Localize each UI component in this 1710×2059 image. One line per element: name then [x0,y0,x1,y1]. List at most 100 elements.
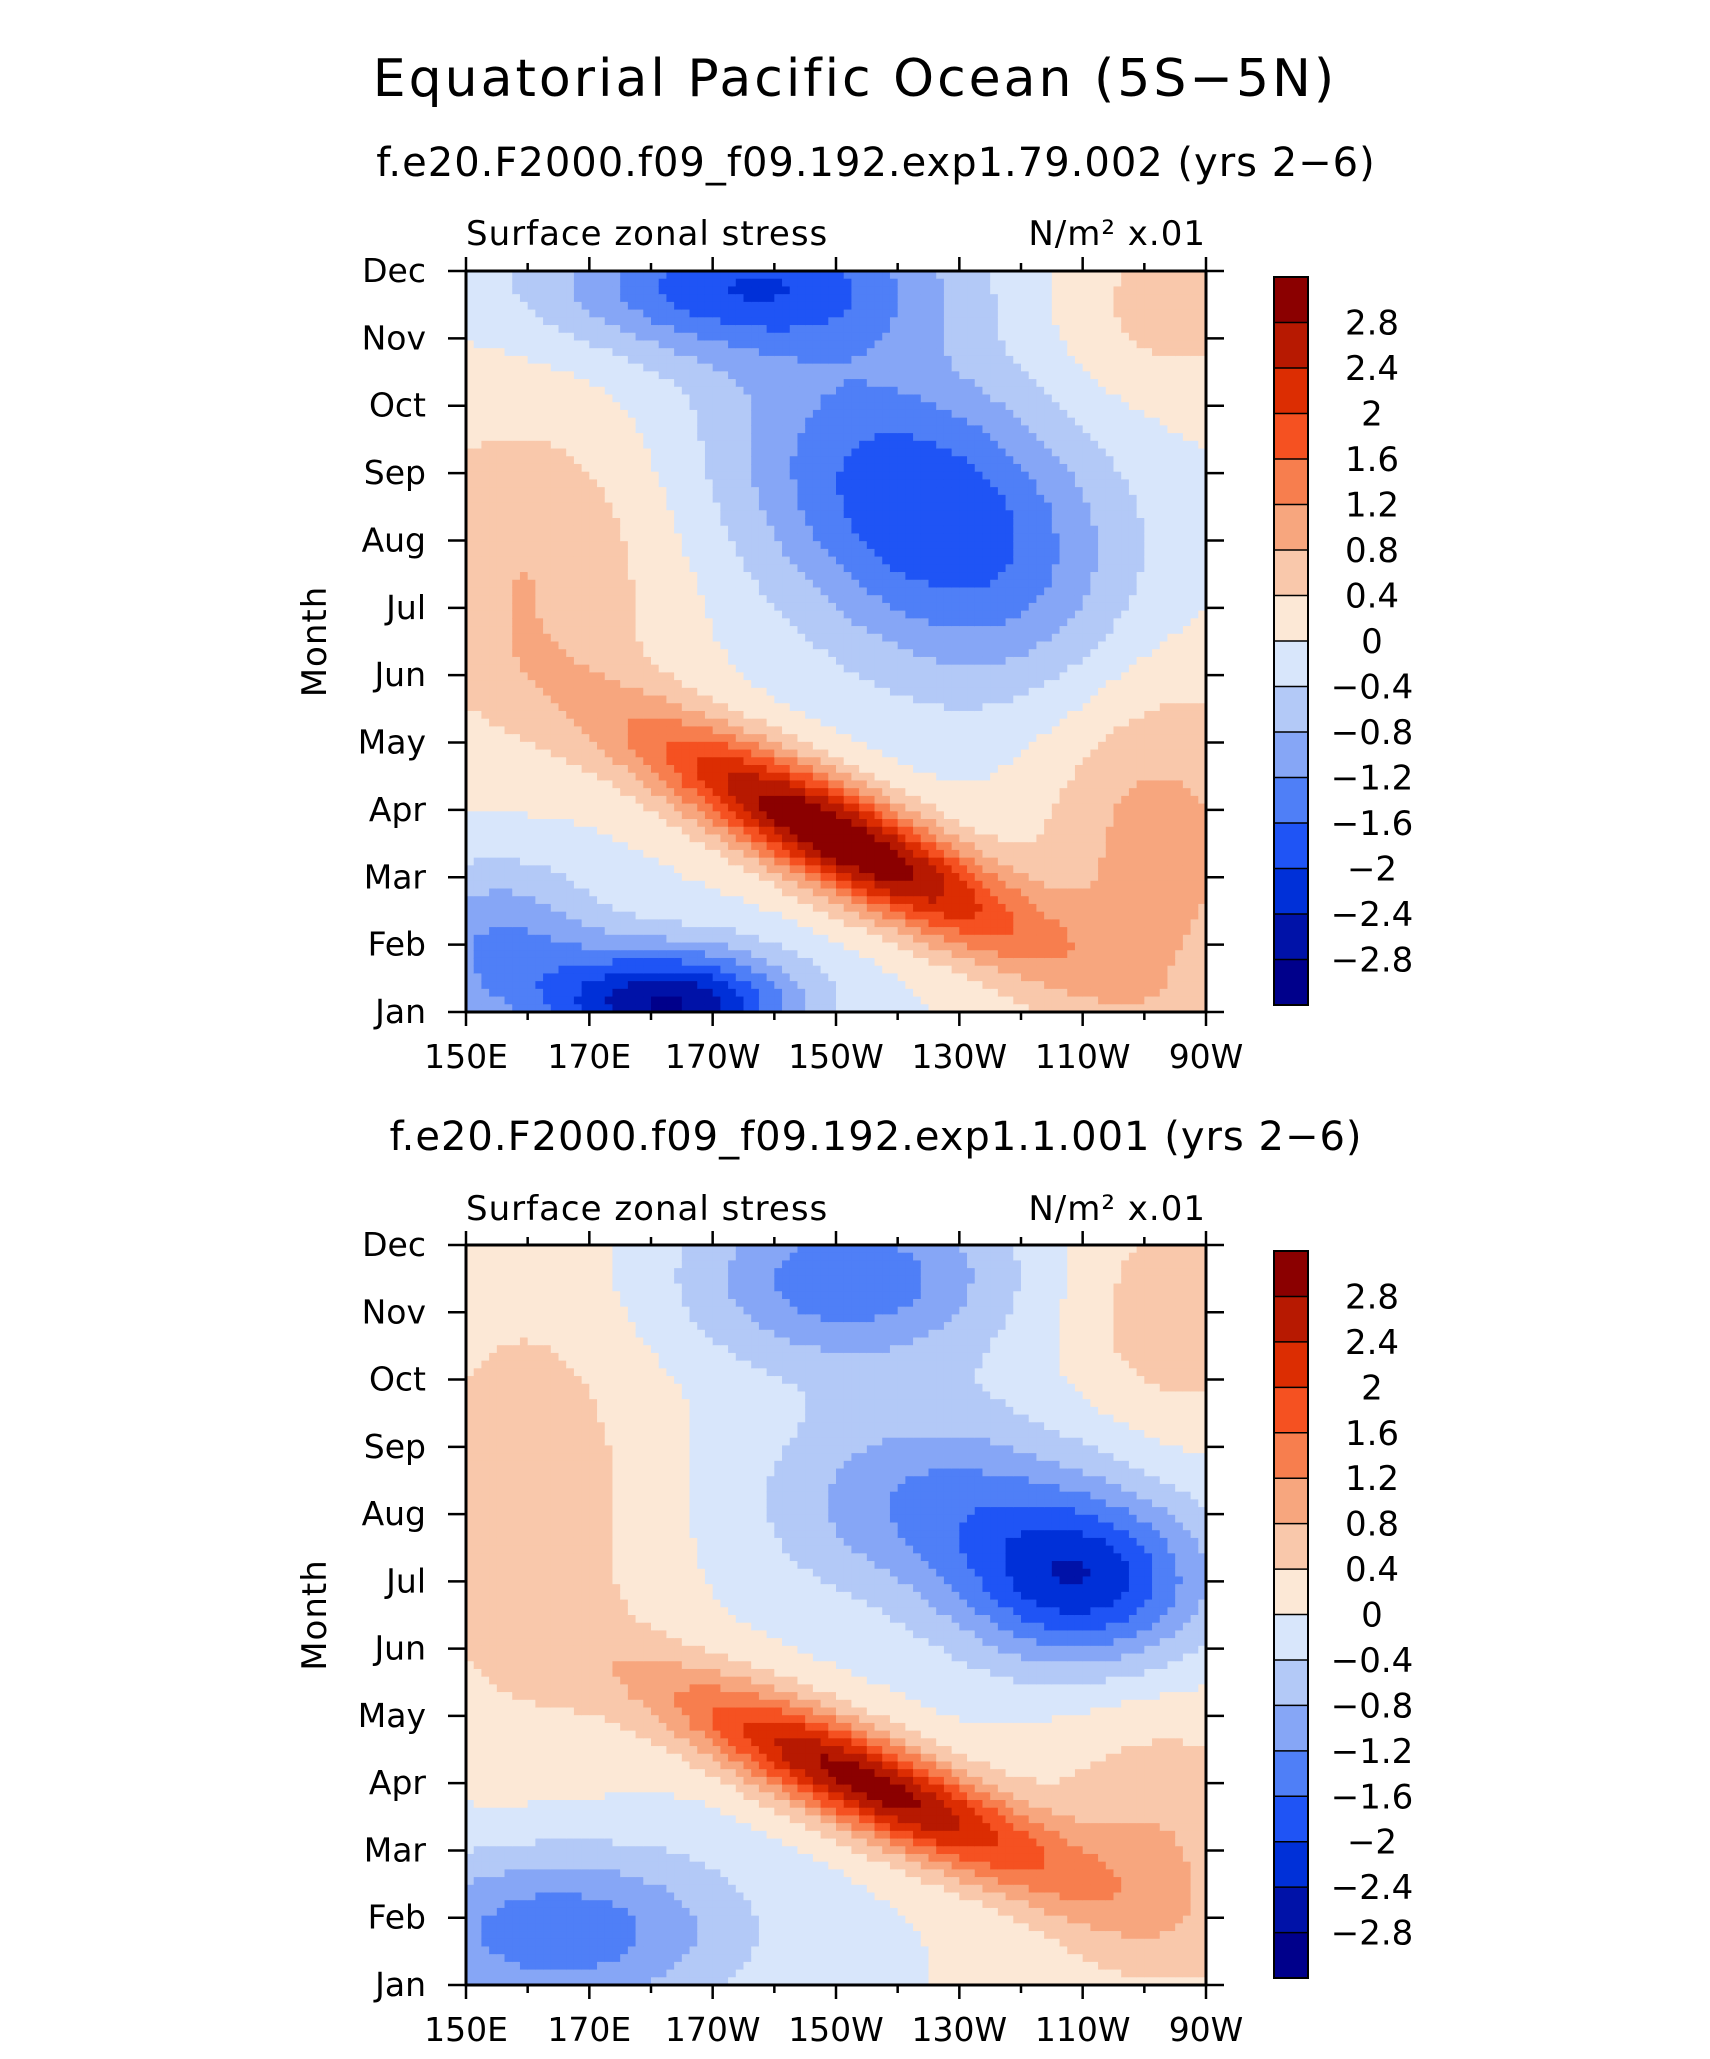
field-cell [643,317,652,326]
field-cell [612,649,621,658]
field-cell [612,456,621,465]
field-cell [466,811,475,820]
field-cell [689,811,698,820]
field-cell [620,965,629,975]
field-cell [805,865,814,874]
field-cell [543,494,552,504]
field-cell [635,819,644,828]
field-cell [828,379,837,388]
field-cell [805,957,814,967]
field-cell [820,409,829,419]
field-cell [797,873,806,882]
field-cell [851,518,860,527]
field-cell [489,903,498,913]
field-cell [620,386,629,396]
field-cell [466,479,475,488]
field-cell [651,942,660,951]
field-cell [473,880,483,890]
field-cell [612,772,621,782]
field-cell [527,595,536,604]
field-cell [782,996,791,1005]
field-cell [666,618,675,627]
field-cell [812,409,822,419]
field-cell [782,934,791,944]
field-cell [519,626,529,635]
field-cell [720,371,729,380]
field-cell [704,541,714,550]
field-cell [589,710,598,720]
field-cell [558,371,567,380]
field-cell [789,379,799,388]
field-cell [527,888,536,897]
field-cell [820,919,829,928]
field-cell [820,865,829,874]
field-cell [651,695,660,704]
field-cell [635,363,644,372]
field-cell [566,510,575,519]
field-cell [735,934,745,944]
field-cell [635,734,644,743]
field-cell [751,718,760,728]
field-cell [751,873,760,882]
field-cell [851,348,860,357]
field-cell [573,927,583,936]
field-cell [496,641,506,650]
field-cell [743,448,752,457]
field-cell [766,518,775,527]
field-cell [496,826,506,836]
field-cell [589,942,598,951]
field-cell [558,340,567,349]
field-cell [851,749,860,758]
field-cell [743,572,752,581]
field-cell [597,726,606,735]
field-cell [635,780,644,789]
field-cell [643,433,652,442]
field-cell [812,548,822,558]
field-cell [674,533,683,542]
field-cell [519,572,529,581]
field-cell [558,309,567,318]
field-cell [527,371,536,380]
field-cell [643,888,652,897]
field-cell [820,379,829,388]
field-cell [504,656,513,666]
field-cell [573,749,583,758]
field-cell [558,518,567,527]
field-cell [543,371,552,380]
field-cell [643,988,652,998]
field-cell [635,749,644,758]
field-cell [851,695,860,704]
field-cell [496,332,506,342]
field-cell [720,579,729,589]
field-cell [589,533,598,542]
field-cell [789,965,799,975]
field-cell [581,371,590,380]
field-cell [751,425,760,434]
field-cell [828,772,837,782]
field-cell [481,618,490,627]
field-cell [535,587,544,596]
field-cell [535,973,544,982]
field-cell [473,309,483,318]
field-cell [805,471,814,481]
field-cell [751,973,760,982]
field-cell [519,610,529,619]
field-cell [681,1004,691,1012]
field-cell [504,757,513,766]
field-cell [651,294,660,303]
field-cell [805,587,814,596]
field-cell [851,664,860,673]
field-cell [843,687,853,697]
field-cell [789,826,799,836]
field-cell [859,981,868,990]
field-cell [828,726,837,735]
field-cell [681,903,691,913]
field-cell [735,271,745,280]
field-cell [704,664,714,673]
field-cell [573,656,583,666]
field-cell [774,911,783,920]
field-cell [519,934,529,944]
field-cell [689,440,698,450]
field-cell [627,502,637,511]
field-cell [766,772,775,782]
